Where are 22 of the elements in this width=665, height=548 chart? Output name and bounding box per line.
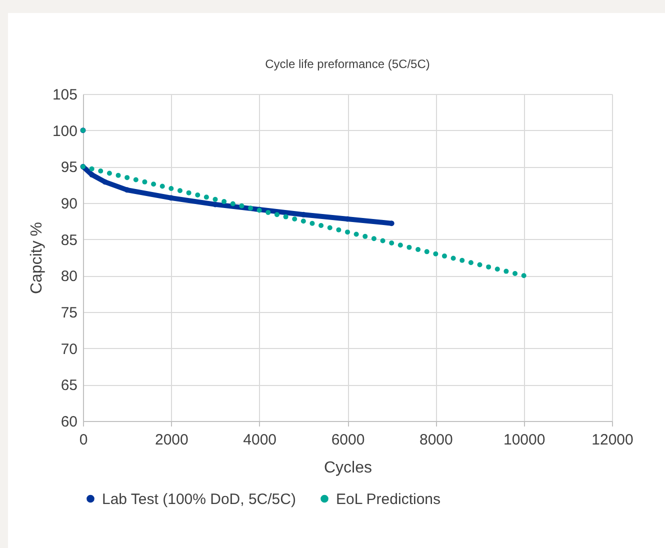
x-tick-label: 2000	[154, 432, 188, 448]
x-tick-label: 12000	[592, 432, 634, 448]
y-tick-label: 105	[52, 86, 78, 104]
legend-label: Lab Test (100% DoD, 5C/5C)	[102, 490, 296, 508]
y-tick-label: 85	[60, 232, 78, 249]
y-tick-label: 70	[60, 340, 78, 358]
x-tick-label: 8000	[419, 432, 453, 448]
chart-title: Cycle life preformance (5C/5C)	[265, 57, 430, 71]
y-tick-label: 90	[60, 196, 78, 212]
y-tick-label: 100	[52, 122, 78, 140]
y-tick-label: 80	[60, 268, 78, 286]
y-axis-title: Capcity %	[28, 222, 46, 294]
y-tick-label: 75	[60, 304, 78, 322]
y-tick-label: 60	[60, 414, 78, 430]
x-tick-label: 0	[79, 432, 88, 448]
legend-label: EoL Predictions	[336, 490, 441, 508]
y-tick-label: 65	[60, 377, 78, 394]
x-tick-label: 4000	[243, 432, 277, 448]
x-tick-label: 10000	[503, 432, 546, 448]
x-axis-title: Cycles	[324, 460, 372, 476]
y-tick-label: 95	[60, 159, 78, 176]
x-tick-label: 6000	[331, 432, 365, 448]
